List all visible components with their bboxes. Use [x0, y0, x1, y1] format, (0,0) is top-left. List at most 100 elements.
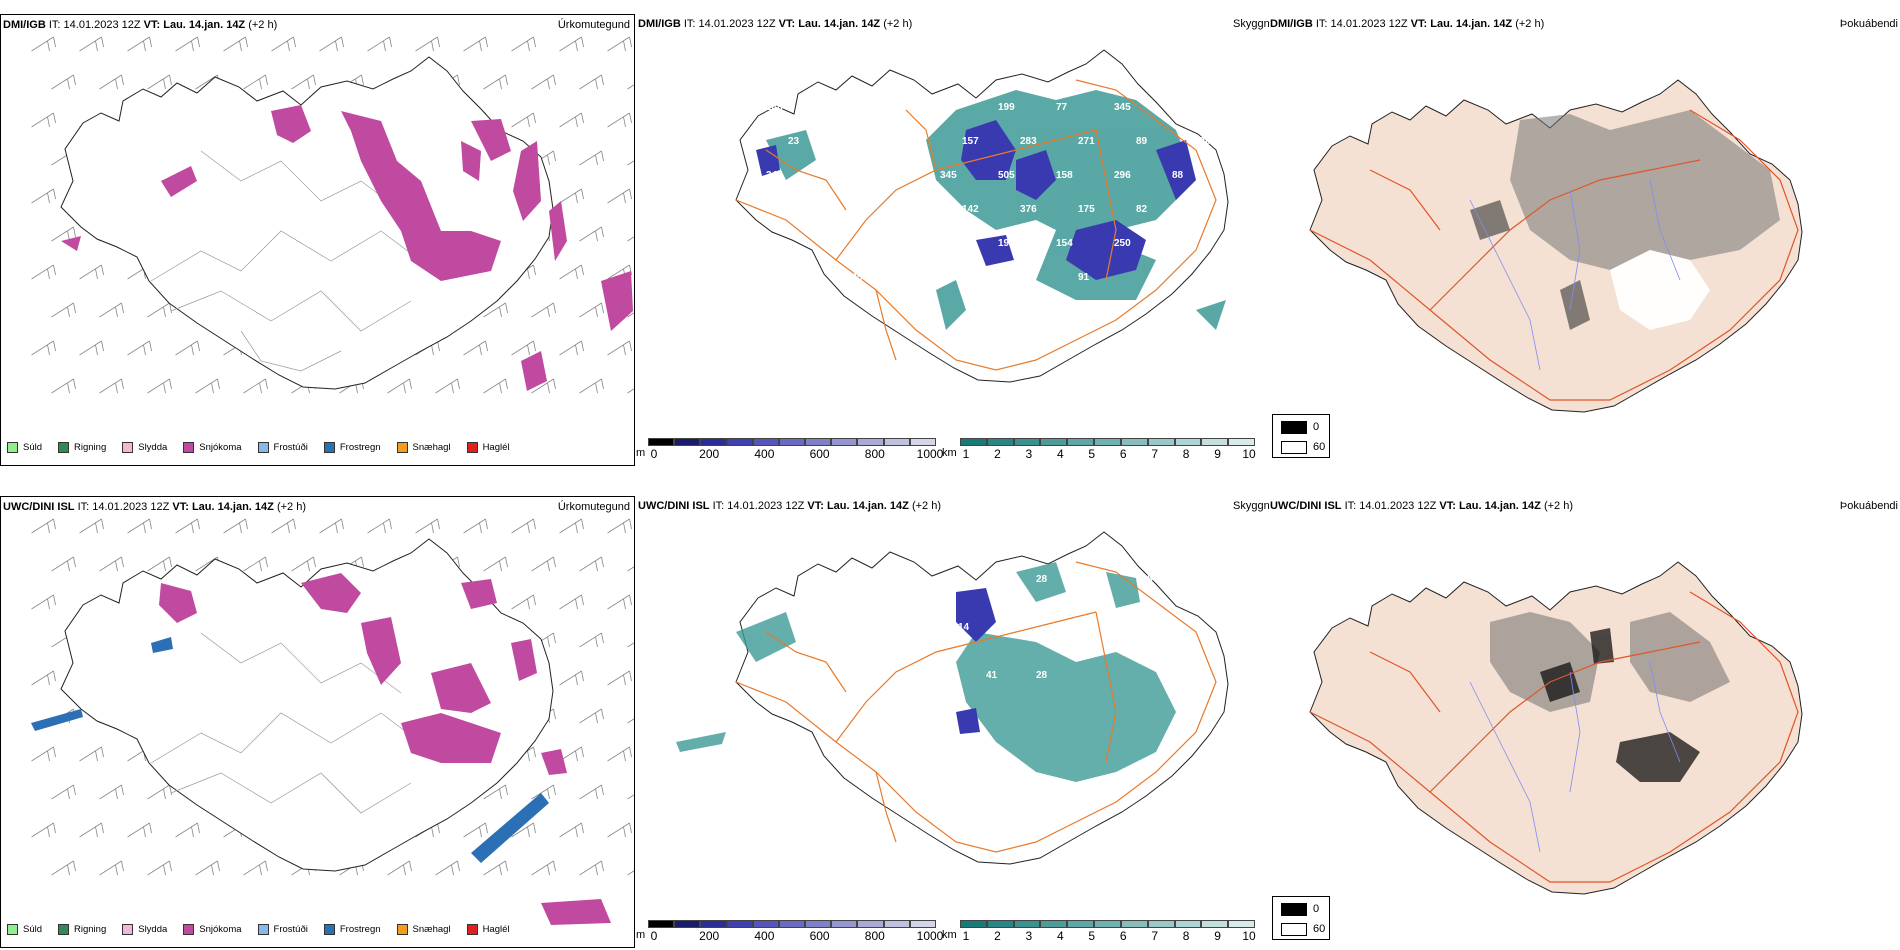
- colorbar-unit: m: [636, 929, 646, 941]
- colorbar-segment: [648, 438, 675, 446]
- legend-label: Snæhagl: [412, 442, 451, 453]
- precip-legend-item: Haglél: [466, 442, 510, 453]
- legend-label: Snjókoma: [199, 924, 242, 935]
- wind-barb: [367, 36, 392, 52]
- colorbar-segment: [674, 920, 701, 928]
- legend-swatch: [323, 924, 335, 935]
- wind-barb: [175, 36, 200, 52]
- legend-swatch: [122, 924, 134, 935]
- colorbar-segment: [805, 438, 832, 446]
- wind-barb: [579, 632, 604, 648]
- cloud-base-label: 188: [766, 102, 783, 113]
- precip-panel-top: DMI/IGB IT: 14.01.2023 12Z VT: Lau. 14.j…: [0, 14, 635, 466]
- colorbar-segment: [700, 920, 727, 928]
- cloud-base-label: 185: [1194, 204, 1211, 215]
- colorbar-tick: 8: [1182, 447, 1190, 461]
- fog-legend-swatch: [1281, 923, 1307, 936]
- precip-map: [31, 518, 634, 925]
- legend-swatch: [7, 442, 18, 453]
- wind-barb: [559, 670, 584, 686]
- wind-barb: [531, 302, 556, 318]
- visibility-colorbar: km 1 2 3 4 5 6 7 8 9 10: [942, 438, 1256, 461]
- cloud-base-label: 376: [936, 574, 953, 585]
- precip-legend-item: Súld: [7, 442, 42, 453]
- wind-barb: [99, 860, 124, 876]
- legend-label: Frostúði: [273, 442, 308, 453]
- legend-label: Haglél: [482, 924, 510, 935]
- wind-barb: [415, 518, 440, 534]
- colorbar-tick: 4: [1056, 929, 1064, 943]
- wind-barb: [319, 36, 344, 52]
- wind-barb: [483, 74, 508, 90]
- colorbar-tick: 2: [994, 929, 1001, 943]
- colorbar-tick: 9: [1214, 447, 1221, 461]
- colorbar-tick: 600: [809, 447, 830, 461]
- cloud-value-labels: 188 509 160 26 199 77 345 132 23 137 236 157 283 271 8…: [766, 102, 1211, 283]
- cloud-base-label: 236: [904, 136, 921, 147]
- colorbar-tick: 600: [809, 929, 830, 943]
- wind-barb: [223, 518, 248, 534]
- cloud-base-label: 160: [882, 102, 899, 113]
- teal-cloud: [676, 562, 1176, 782]
- cloud-base-label: 334: [824, 170, 841, 181]
- cloud-base-label: 191: [998, 238, 1015, 249]
- legend-label: Slydda: [138, 442, 168, 453]
- panel-header: DMI/IGB IT: 14.01.2023 12Z VT: Lau. 14.j…: [638, 18, 913, 30]
- colorbar-segment: [1040, 920, 1068, 928]
- cloud-base-label: 132: [1172, 102, 1189, 113]
- cloud-map: 188 509 160 26 199 77 345 132 23 137 236 157 283 271 8…: [735, 49, 1229, 383]
- cloud-base-label: 15: [1086, 574, 1098, 585]
- colorbar-segment: [1174, 920, 1202, 928]
- legend-swatch: [183, 442, 195, 453]
- precip-legend-item: Snæhagl: [396, 924, 451, 935]
- cloud-base-label: 199: [998, 102, 1015, 113]
- precip-legend-item: Rigning: [58, 924, 106, 935]
- cloud-base-label: 89: [1136, 136, 1148, 147]
- cloud-base-label: 505: [998, 170, 1015, 181]
- cloud-base-label: 275: [940, 238, 957, 249]
- cloud-base-label: 82: [1136, 204, 1148, 215]
- blue-cloud: [756, 120, 1196, 280]
- cloud-base-label: 142: [962, 204, 979, 215]
- legend-swatch: [257, 442, 269, 453]
- cloud-base-label: 23: [788, 136, 800, 147]
- wind-barb: [31, 594, 56, 610]
- cloud-base-label: 175: [1078, 204, 1095, 215]
- colorbar-segment: [1228, 920, 1255, 928]
- colorbar-tick: 6: [1119, 447, 1127, 461]
- wind-barb: [415, 36, 440, 52]
- wind-barb: [607, 112, 632, 128]
- fog-legend-swatch: [1281, 421, 1307, 434]
- wind-barb: [31, 112, 56, 128]
- colorbar-segment: [1067, 920, 1095, 928]
- wind-barb: [483, 302, 508, 318]
- cloud-base-label: 509: [824, 102, 841, 113]
- cloud-base-label: 250: [1114, 238, 1131, 249]
- wind-barb: [627, 84, 634, 90]
- colorbar-segment: [752, 438, 779, 446]
- colorbar-segment: [986, 438, 1014, 446]
- fog-legend-swatch: [1281, 441, 1307, 454]
- colorbar-segment: [1228, 438, 1255, 446]
- panel-header: UWC/DINI ISL IT: 14.01.2023 12Z VT: Lau.…: [638, 500, 941, 512]
- legend-swatch: [396, 442, 408, 453]
- wind-barb: [559, 188, 584, 204]
- fog-legend-swatch: [1281, 903, 1307, 916]
- colorbar-segment: [909, 438, 936, 446]
- cloud-map: 376 220 28 15 245 14 689 430 327 198 278 41 28: [676, 531, 1229, 865]
- wind-barb: [79, 746, 104, 762]
- fog-map: [1309, 561, 1803, 895]
- wind-barb: [147, 302, 172, 318]
- panel-title: Skyggni: [1233, 18, 1269, 30]
- wind-barb: [223, 36, 248, 52]
- wind-barb: [51, 784, 76, 800]
- wind-barb: [463, 340, 488, 356]
- precip-legend-item: Frostregn: [323, 442, 381, 453]
- wind-barb: [367, 518, 392, 534]
- colorbar-tick: 1000: [916, 447, 944, 461]
- wind-barb: [511, 36, 536, 52]
- colorbar-tick: 10: [1242, 929, 1256, 943]
- colorbar-segment: [752, 920, 779, 928]
- panel-title: Þokuábendi: [1839, 500, 1898, 512]
- wind-barb: [147, 378, 172, 394]
